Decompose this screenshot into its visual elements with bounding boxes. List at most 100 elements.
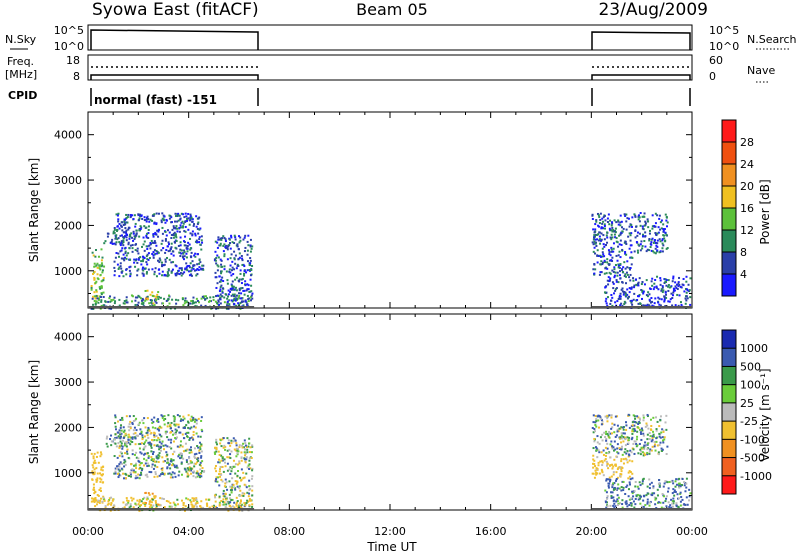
range-cell — [126, 216, 129, 219]
range-cell — [226, 456, 229, 459]
range-cell — [618, 234, 621, 237]
range-cell — [138, 421, 141, 424]
range-cell — [122, 224, 125, 227]
range-cell — [671, 500, 674, 503]
range-cell — [156, 252, 159, 255]
range-cell — [615, 279, 618, 282]
range-cell — [167, 294, 170, 297]
range-cell — [183, 255, 186, 258]
range-cell — [665, 233, 668, 236]
range-cell — [119, 265, 122, 268]
range-cell — [640, 446, 643, 449]
range-cell — [610, 491, 613, 494]
range-cell — [631, 492, 634, 495]
range-cell — [212, 298, 215, 301]
range-cell — [625, 228, 628, 231]
range-cell — [132, 432, 135, 435]
range-cell — [247, 495, 250, 498]
range-cell — [135, 474, 138, 477]
range-cell — [227, 442, 230, 445]
range-cell — [92, 254, 95, 257]
range-cell — [614, 263, 617, 266]
range-cell — [113, 296, 116, 299]
range-cell — [648, 239, 651, 242]
range-cell — [597, 239, 600, 242]
y-tick-label: 1000 — [54, 265, 82, 278]
range-cell — [132, 218, 135, 221]
range-cell — [131, 423, 134, 426]
range-cell — [615, 500, 618, 503]
range-cell — [237, 248, 240, 251]
x-tick-label: 08:00 — [273, 525, 305, 538]
range-cell — [628, 225, 631, 228]
range-cell — [654, 222, 657, 225]
range-cell — [243, 293, 246, 296]
range-cell — [246, 304, 249, 307]
range-cell — [641, 245, 644, 248]
range-cell — [654, 449, 657, 452]
range-cell — [213, 504, 216, 507]
range-cell — [197, 221, 200, 224]
range-cell — [92, 483, 95, 486]
range-cell — [168, 217, 171, 220]
range-cell — [658, 484, 661, 487]
range-cell — [249, 257, 252, 260]
range-cell — [606, 279, 609, 282]
range-cell — [238, 303, 241, 306]
range-cell — [94, 255, 97, 258]
range-cell — [650, 249, 653, 252]
range-cell — [248, 499, 251, 502]
range-cell — [198, 236, 201, 239]
range-cell — [199, 261, 202, 264]
range-cell — [193, 462, 196, 465]
range-cell — [230, 236, 233, 239]
range-cell — [183, 230, 186, 233]
range-cell — [123, 259, 126, 262]
range-cell — [222, 446, 225, 449]
range-cell — [175, 302, 178, 305]
range-cell — [235, 496, 238, 499]
range-cell — [251, 467, 254, 470]
range-cell — [164, 432, 167, 435]
range-cell — [674, 485, 677, 488]
range-cell — [629, 267, 632, 270]
range-cell — [118, 473, 121, 476]
range-cell — [180, 462, 183, 465]
range-cell — [154, 500, 157, 503]
range-cell — [661, 439, 664, 442]
range-cell — [648, 293, 651, 296]
range-cell — [616, 498, 619, 501]
range-cell — [635, 421, 638, 424]
range-cell — [196, 253, 199, 256]
range-cell — [221, 456, 224, 459]
range-cell — [141, 272, 144, 275]
range-cell — [609, 277, 612, 280]
range-cell — [118, 222, 121, 225]
range-cell — [129, 213, 132, 216]
range-cell — [245, 502, 248, 505]
colorbar-tick-label: 16 — [740, 202, 754, 215]
range-cell — [616, 300, 619, 303]
range-cell — [659, 441, 662, 444]
range-cell — [251, 494, 254, 497]
range-cell — [141, 467, 144, 470]
range-cell — [134, 225, 137, 228]
range-cell — [228, 456, 231, 459]
range-cell — [624, 273, 627, 276]
range-cell — [148, 500, 151, 503]
range-cell — [165, 500, 168, 503]
range-cell — [606, 464, 609, 467]
range-cell — [156, 251, 159, 254]
range-cell — [119, 433, 122, 436]
range-cell — [93, 276, 96, 279]
range-cell — [101, 474, 104, 477]
range-cell — [114, 243, 117, 246]
range-cell — [247, 234, 250, 237]
range-cell — [172, 463, 175, 466]
range-cell — [601, 470, 604, 473]
range-cell — [637, 416, 640, 419]
range-cell — [152, 420, 155, 423]
range-cell — [92, 466, 95, 469]
range-cell — [125, 221, 128, 224]
range-cell — [194, 252, 197, 255]
